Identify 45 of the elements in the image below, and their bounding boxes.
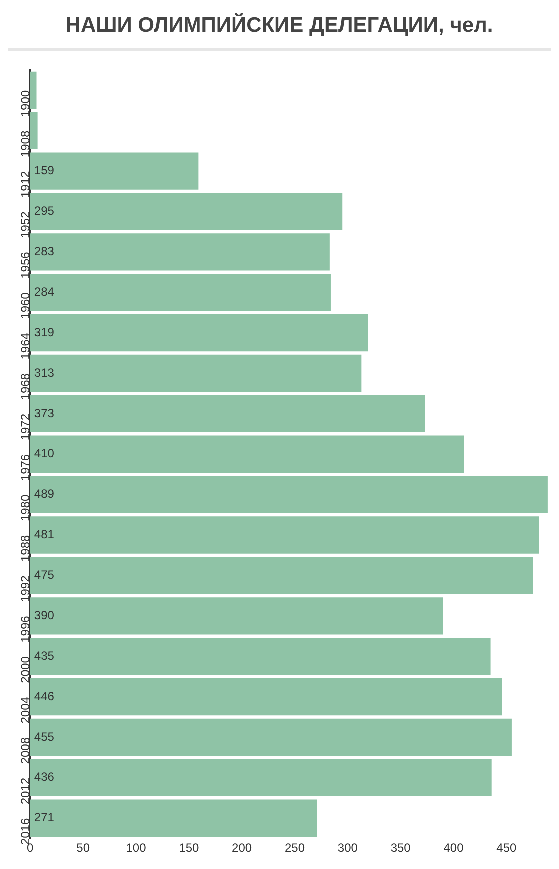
y-tick-label: 1952 [18,211,33,238]
y-tick-label: 1956 [18,252,33,279]
y-tick-label: 2008 [18,737,33,764]
x-tick-label: 250 [284,841,306,856]
y-tick-label: 1996 [18,616,33,643]
data-label: 489 [34,487,55,502]
data-label: 159 [34,164,55,178]
data-label: 410 [34,446,55,461]
data-label: 446 [34,689,55,704]
x-tick-label: 400 [444,841,464,856]
y-tick-label: 2012 [18,778,33,805]
x-tick-label: 50 [76,841,90,856]
data-label: 373 [34,406,55,420]
y-tick-label: 1988 [18,534,33,562]
x-tick-label: 300 [338,841,358,856]
x-tick-label: 100 [126,841,147,856]
y-tick-label: 1908 [18,130,33,158]
data-label: 284 [34,284,55,299]
y-tick-label: 1972 [18,414,33,441]
chart-title: НАШИ ОЛИМПИЙСКИЕ ДЕЛЕГАЦИИ, чел. [8,8,551,51]
y-tick-label: 1980 [18,494,33,522]
y-tick-label: 1900 [18,90,33,118]
x-tick-label: 200 [232,841,252,856]
data-label: 475 [34,568,55,582]
x-tick-label: 450 [496,841,517,856]
data-label: 455 [34,730,55,744]
y-tick-label: 1964 [18,332,33,360]
data-label: 295 [34,204,55,218]
y-tick-label: 1976 [18,454,33,482]
data-label: 283 [34,244,55,258]
data-label: 271 [34,810,55,825]
data-label: 390 [34,608,55,622]
data-label: 481 [34,528,55,542]
data-label: 436 [34,770,55,784]
y-tick-label: 1960 [18,292,33,320]
y-tick-label: 1968 [18,373,33,400]
x-tick-label: 150 [179,841,200,856]
x-tick-label: 350 [390,841,412,856]
y-tick-label: 1992 [18,575,33,602]
data-label: 319 [34,325,55,340]
data-label: 313 [34,366,55,380]
y-tick-label: 2004 [18,696,33,724]
data-label: 435 [34,648,55,663]
y-tick-label: 2000 [18,656,33,684]
y-tick-label: 1912 [18,170,33,198]
